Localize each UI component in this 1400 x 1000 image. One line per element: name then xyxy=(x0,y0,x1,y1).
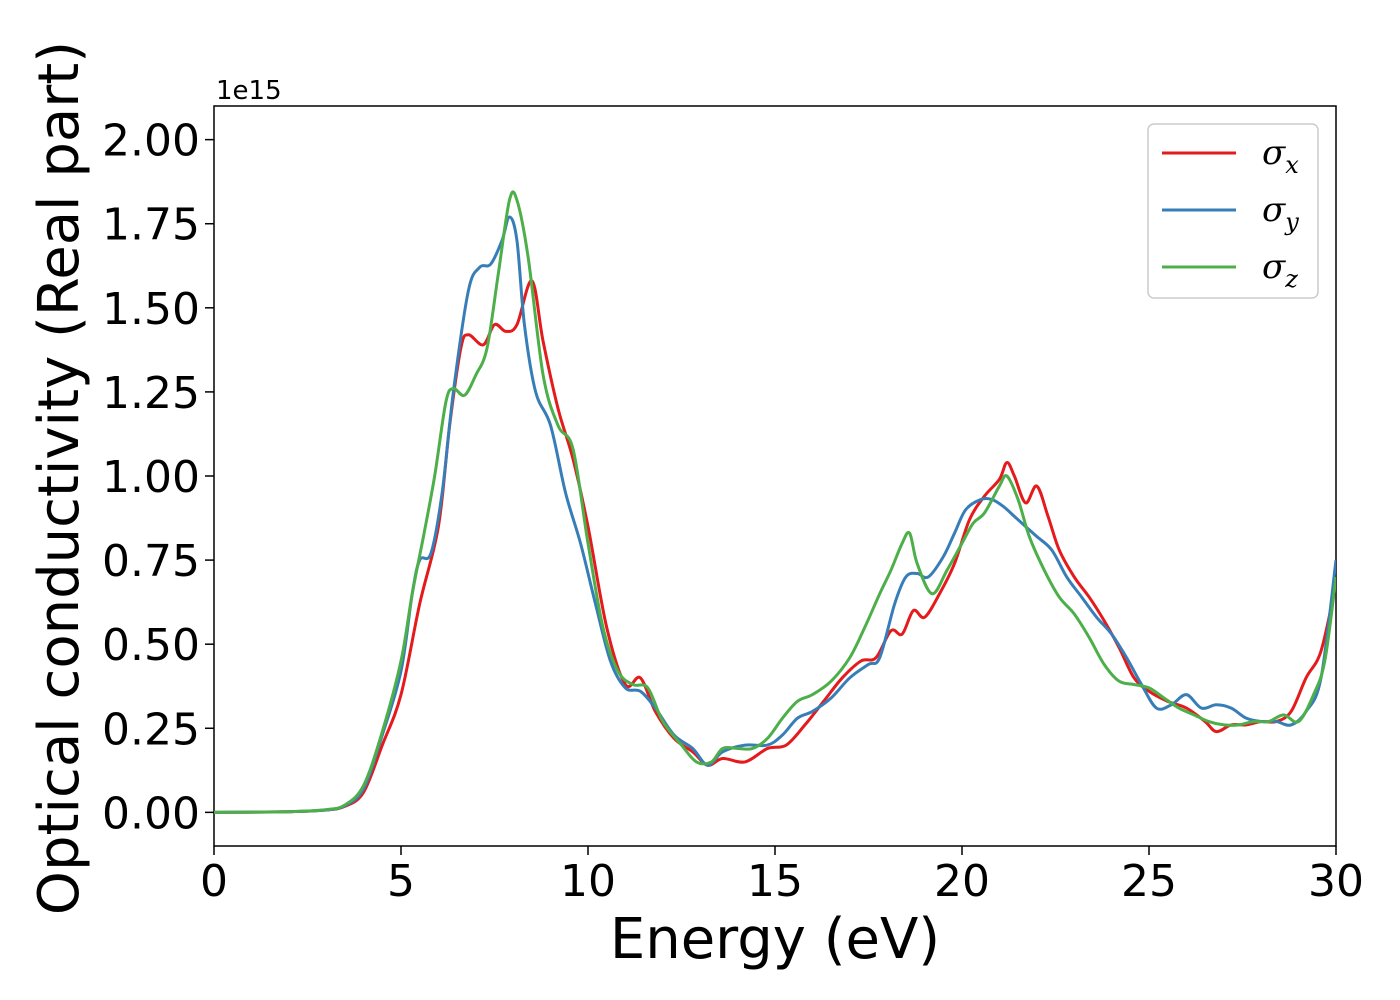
series-line-sigma-z xyxy=(214,190,1336,814)
legend-label-sigma-x: σx xyxy=(1262,133,1299,179)
y-tick-label: 0.00 xyxy=(102,788,200,839)
series-line-sigma-x xyxy=(214,279,1336,814)
series-layer xyxy=(214,190,1336,814)
x-axis-title: Energy (eV) xyxy=(610,907,940,972)
y-tick-label: 1.75 xyxy=(102,200,200,251)
y-axis-title: Optical conductivity (Real part) xyxy=(27,41,92,915)
x-tick-label: 5 xyxy=(387,856,415,907)
x-tick-label: 0 xyxy=(200,856,228,907)
y-tick-label: 1.50 xyxy=(102,284,200,335)
y-tick-label: 1.25 xyxy=(102,368,200,419)
x-tick-label: 10 xyxy=(560,856,616,907)
series-line-sigma-y xyxy=(214,215,1336,814)
y-tick-label: 0.25 xyxy=(102,704,200,755)
y-tick-label: 1.00 xyxy=(102,452,200,503)
y-axis-offset-label: 1e15 xyxy=(216,76,282,106)
x-tick-label: 20 xyxy=(934,856,990,907)
y-axis-ticks: 0.00 0.25 0.50 0.75 1.00 1.25 1.50 1.75 2.00 xyxy=(102,116,214,839)
x-axis-ticks: 0 5 10 15 20 25 30 xyxy=(200,846,1364,907)
y-tick-label: 0.75 xyxy=(102,536,200,587)
y-tick-label: 2.00 xyxy=(102,116,200,167)
x-tick-label: 25 xyxy=(1121,856,1177,907)
x-tick-label: 30 xyxy=(1308,856,1364,907)
legend: σx σy σz xyxy=(1147,123,1319,299)
legend-label-sigma-z: σz xyxy=(1262,247,1298,293)
y-tick-label: 0.50 xyxy=(102,620,200,671)
x-tick-label: 15 xyxy=(747,856,803,907)
legend-label-sigma-y: σy xyxy=(1262,190,1299,236)
